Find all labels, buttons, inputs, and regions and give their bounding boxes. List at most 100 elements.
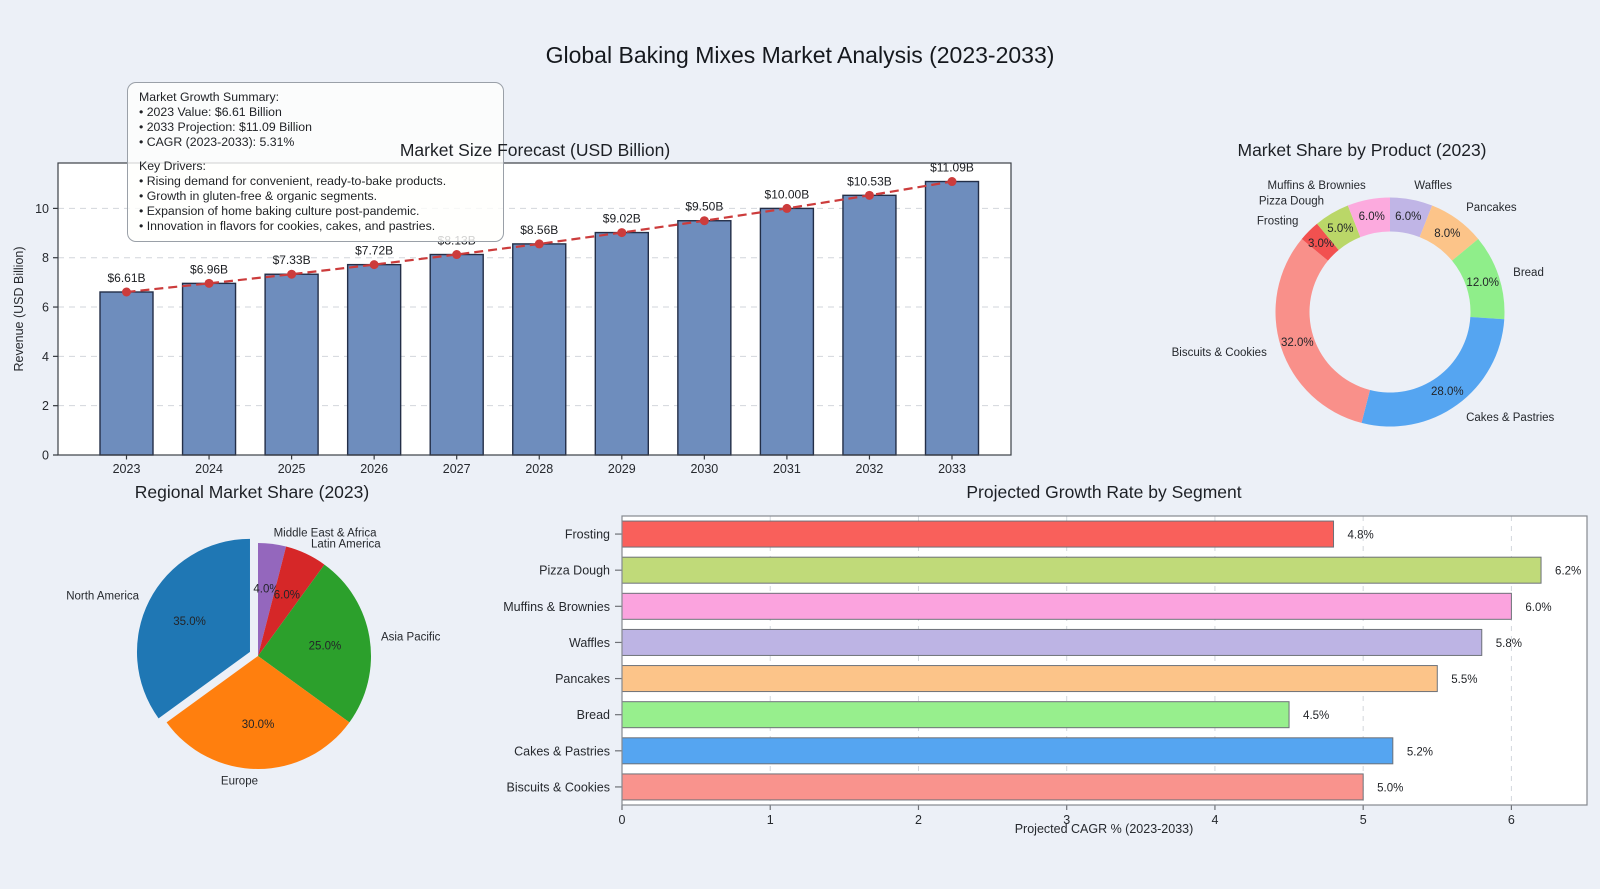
svg-text:$9.50B: $9.50B — [685, 200, 723, 214]
svg-text:8.0%: 8.0% — [1434, 228, 1460, 240]
product-share-donut-segment-Cakes & Pastries — [1361, 317, 1505, 427]
forecast-chart: 0 2 4 6 8 10 2023 2024 2025 2026 2027 2028 2029 2030 2… — [35, 161, 1012, 476]
svg-text:Frosting: Frosting — [1257, 215, 1299, 227]
svg-text:$8.56B: $8.56B — [520, 223, 558, 237]
svg-text:5.8%: 5.8% — [1496, 638, 1522, 650]
annotation-line: • Growth in gluten-free & organic segmen… — [139, 189, 378, 203]
svg-text:Frosting: Frosting — [565, 528, 610, 542]
forecast-trend-marker-2026 — [369, 260, 379, 270]
svg-text:4.8%: 4.8% — [1348, 530, 1374, 542]
svg-text:2029: 2029 — [608, 462, 636, 476]
svg-text:6.2%: 6.2% — [1555, 566, 1581, 578]
svg-text:2024: 2024 — [195, 462, 223, 476]
svg-text:32.0%: 32.0% — [1281, 337, 1314, 349]
forecast-bar-2027 — [429, 253, 484, 456]
forecast-trend-marker-2031 — [782, 203, 792, 213]
forecast-trend-marker-2025 — [287, 269, 297, 279]
svg-text:2025: 2025 — [278, 462, 306, 476]
product-share-donut-segment-Frosting — [1301, 223, 1339, 261]
growth-bar-Muffins & Brownies — [621, 592, 1512, 620]
svg-text:2026: 2026 — [360, 462, 388, 476]
forecast-trend-marker-2029 — [617, 228, 627, 238]
svg-text:3.0%: 3.0% — [1308, 238, 1334, 250]
svg-text:25.0%: 25.0% — [309, 640, 342, 652]
annotation-line: • 2033 Projection: $11.09 Billion — [139, 120, 312, 134]
growth-bar-Frosting — [621, 520, 1335, 548]
svg-text:6.0%: 6.0% — [274, 590, 300, 602]
forecast-chart-title: Market Size Forecast (USD Billion) — [399, 140, 671, 160]
forecast-bar-2033 — [924, 180, 980, 456]
forecast-trend-marker-2023 — [122, 287, 131, 297]
svg-text:3: 3 — [1063, 813, 1070, 827]
product-share-donut-segment-Waffles — [1390, 197, 1433, 238]
forecast-trend-line — [126, 180, 953, 294]
svg-text:12.0%: 12.0% — [1466, 277, 1499, 289]
svg-text:Europe: Europe — [221, 776, 258, 788]
svg-text:$11.09B: $11.09B — [930, 161, 974, 175]
product-share-chart-title: Market Share by Product (2023) — [1237, 140, 1487, 160]
svg-text:5: 5 — [1360, 813, 1367, 827]
svg-text:Pancakes: Pancakes — [1466, 202, 1517, 214]
growth-bar-Cakes & Pastries — [621, 737, 1394, 765]
product-share-donut-segment-Bread — [1452, 239, 1505, 320]
forecast-trend-marker-2027 — [452, 250, 462, 260]
svg-text:2: 2 — [42, 399, 49, 413]
product-share-donut-segment-Pizza Dough — [1317, 205, 1361, 250]
svg-text:2: 2 — [915, 813, 922, 827]
annotation-line: • 2023 Value: $6.61 Billion — [139, 105, 282, 119]
forecast-trend-marker-2030 — [699, 216, 709, 226]
svg-text:4.0%: 4.0% — [253, 584, 279, 596]
svg-text:0: 0 — [42, 449, 49, 463]
svg-text:$10.00B: $10.00B — [765, 187, 810, 201]
growth-chart: 0 1 2 3 4 5 6 4.8% Frosting 6.2% Pizza Dough 6.0% Mu… — [503, 515, 1588, 827]
growth-bar-Bread — [621, 701, 1290, 729]
product-share-donut-segment-Pancakes — [1419, 205, 1479, 261]
annotation-drivers-title: Key Drivers: — [139, 159, 206, 173]
svg-text:Waffles: Waffles — [1414, 180, 1452, 192]
svg-text:2028: 2028 — [525, 462, 553, 476]
svg-text:2027: 2027 — [443, 462, 471, 476]
regional-share-pie-segment-Europe — [166, 656, 350, 769]
svg-text:$7.33B: $7.33B — [273, 253, 311, 267]
annotation-line: • Rising demand for convenient, ready-to… — [139, 174, 447, 188]
growth-bar-Pizza Dough — [621, 556, 1542, 584]
svg-text:2023: 2023 — [113, 462, 141, 476]
forecast-trend-marker-2033 — [947, 177, 957, 187]
forecast-y-axis-label: Revenue (USD Billion) — [12, 246, 26, 372]
forecast-bar-2024 — [181, 282, 237, 456]
annotation-line: • Expansion of home baking culture post-… — [139, 204, 420, 218]
forecast-bar-2026 — [346, 263, 402, 456]
svg-text:5.2%: 5.2% — [1407, 746, 1433, 758]
regional-share-pie-segment-North America — [136, 538, 250, 719]
product-share-donut-segment-Muffins & Brownies — [1347, 197, 1390, 238]
regional-share-pie: 4.0% Middle East & Africa 6.0% Latin Americ… — [66, 527, 440, 787]
svg-text:5.5%: 5.5% — [1451, 674, 1477, 686]
product-share-donut: 6.0% Waffles 8.0% Pancakes 12.0% Bread 28.0% Ca… — [1172, 180, 1555, 427]
forecast-bar-2030 — [677, 220, 732, 456]
svg-text:Bread: Bread — [1513, 267, 1544, 279]
svg-text:Cakes & Pastries: Cakes & Pastries — [1466, 412, 1554, 424]
svg-text:$9.02B: $9.02B — [603, 212, 641, 226]
regional-share-chart-title: Regional Market Share (2023) — [134, 482, 370, 502]
regional-share-pie-segment-Middle East & Africa — [258, 543, 287, 656]
svg-text:North America: North America — [66, 590, 139, 602]
svg-text:Biscuits & Cookies: Biscuits & Cookies — [1172, 347, 1267, 359]
svg-text:Waffles: Waffles — [569, 636, 610, 650]
svg-text:$7.72B: $7.72B — [355, 244, 393, 258]
svg-text:$10.53B: $10.53B — [847, 174, 892, 188]
forecast-trend-marker-2028 — [534, 239, 544, 249]
svg-text:30.0%: 30.0% — [242, 719, 275, 731]
svg-text:4.5%: 4.5% — [1303, 710, 1329, 722]
svg-text:Pizza Dough: Pizza Dough — [539, 564, 610, 578]
svg-text:Pancakes: Pancakes — [555, 672, 610, 686]
svg-text:Latin America: Latin America — [311, 538, 381, 550]
svg-text:Cakes & Pastries: Cakes & Pastries — [514, 744, 610, 758]
forecast-bar-2031 — [759, 207, 815, 456]
svg-text:0: 0 — [619, 813, 626, 827]
growth-bar-Waffles — [621, 628, 1483, 656]
annotation-line: • Innovation in flavors for cookies, cak… — [139, 219, 436, 233]
regional-share-pie-segment-Asia Pacific — [258, 564, 371, 723]
forecast-trend-marker-2032 — [864, 190, 874, 200]
svg-text:5.0%: 5.0% — [1327, 223, 1353, 235]
